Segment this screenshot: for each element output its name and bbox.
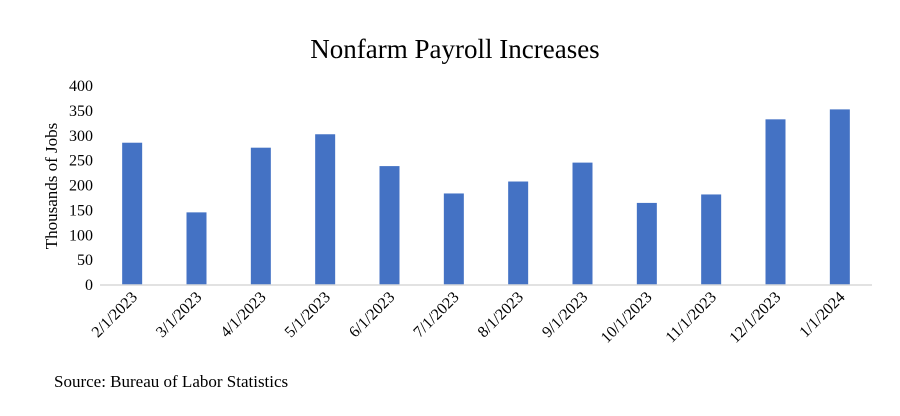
y-tick-label: 0 (85, 277, 93, 294)
x-tick-label: 5/1/2023 (282, 289, 334, 341)
y-axis-ticks: 0 50 100 150 200 250 300 350 400 (69, 78, 93, 294)
x-tick-label: 6/1/2023 (346, 289, 398, 341)
y-tick-label: 150 (69, 202, 93, 219)
x-tick-label: 9/1/2023 (539, 289, 591, 341)
chart-title: Nonfarm Payroll Increases (310, 34, 599, 64)
x-axis-ticks: 2/1/2023 3/1/2023 4/1/2023 5/1/2023 6/1/2023… (89, 289, 849, 347)
bar-11-1-2023 (701, 194, 722, 285)
x-tick-label: 3/1/2023 (153, 289, 205, 341)
bar-3-1-2023 (186, 212, 207, 285)
bar-2-1-2023 (122, 142, 143, 285)
y-tick-label: 100 (69, 227, 93, 244)
bar-12-1-2023 (765, 119, 786, 286)
bar-4-1-2023 (250, 147, 271, 285)
y-tick-label: 50 (77, 252, 93, 269)
y-tick-label: 200 (69, 178, 93, 195)
bar-8-1-2023 (508, 181, 529, 285)
bar-9-1-2023 (572, 162, 593, 285)
x-tick-label: 12/1/2023 (726, 289, 784, 347)
y-tick-label: 300 (69, 128, 93, 145)
bar-1-1-2024 (829, 109, 850, 285)
x-tick-label: 11/1/2023 (663, 289, 720, 346)
y-tick-label: 250 (69, 153, 93, 170)
bar-10-1-2023 (636, 202, 657, 285)
bar-5-1-2023 (315, 134, 336, 285)
y-tick-label: 350 (69, 103, 93, 120)
bar-6-1-2023 (379, 166, 400, 285)
bar-7-1-2023 (443, 193, 464, 285)
x-tick-label: 7/1/2023 (410, 289, 462, 341)
x-tick-label: 1/1/2024 (796, 289, 848, 341)
y-axis-label: Thousands of Jobs (42, 123, 61, 250)
x-tick-label: 4/1/2023 (217, 289, 269, 341)
bars (122, 109, 850, 286)
y-tick-label: 400 (69, 78, 93, 95)
source-note: Source: Bureau of Labor Statistics (54, 372, 289, 391)
x-tick-label: 2/1/2023 (89, 289, 141, 341)
x-tick-label: 10/1/2023 (598, 289, 656, 347)
x-tick-label: 8/1/2023 (475, 289, 527, 341)
